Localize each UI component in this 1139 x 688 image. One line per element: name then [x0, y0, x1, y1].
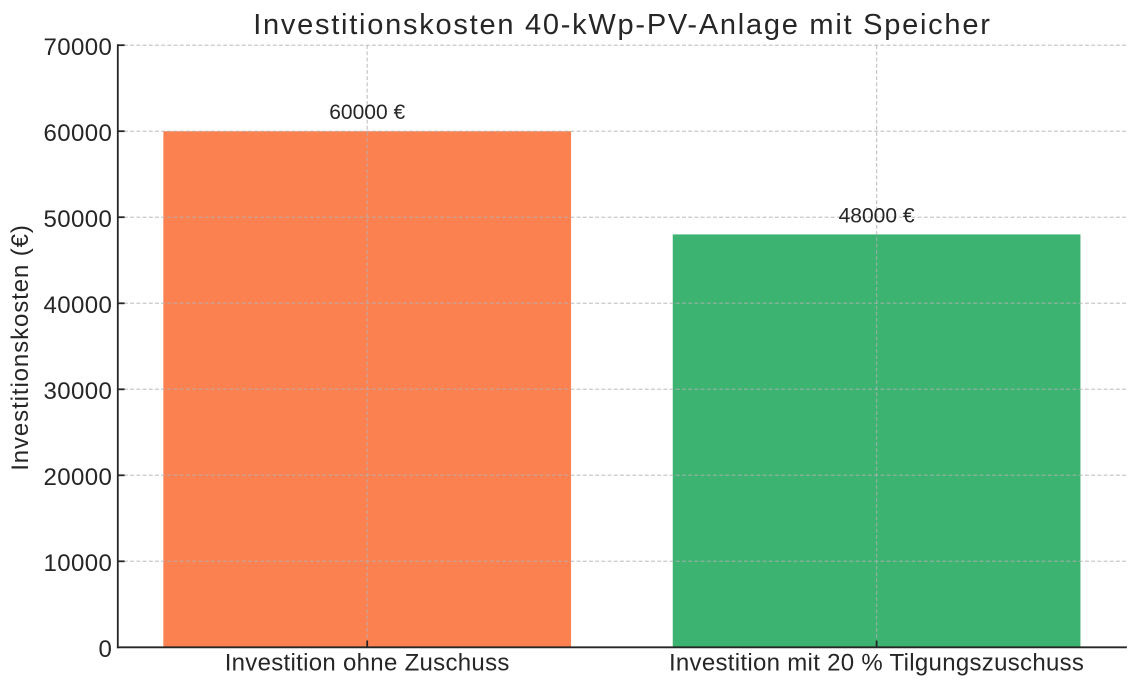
- svg-text:Investition ohne Zuschuss: Investition ohne Zuschuss: [225, 650, 510, 677]
- svg-text:60000 €: 60000 €: [329, 101, 405, 124]
- svg-text:48000 €: 48000 €: [839, 204, 915, 227]
- svg-text:60000: 60000: [44, 120, 113, 147]
- svg-text:Investition mit 20 % Tilgungsz: Investition mit 20 % Tilgungszuschuss: [669, 650, 1084, 677]
- svg-text:20000: 20000: [44, 464, 113, 491]
- svg-text:50000: 50000: [44, 206, 113, 233]
- svg-text:10000: 10000: [44, 550, 113, 577]
- svg-text:Investitionskosten 40-kWp-PV-A: Investitionskosten 40-kWp-PV-Anlage mit …: [253, 9, 991, 41]
- svg-text:Investitionskosten (€): Investitionskosten (€): [7, 224, 34, 471]
- svg-text:70000: 70000: [44, 34, 113, 61]
- svg-text:30000: 30000: [44, 378, 113, 405]
- svg-text:0: 0: [99, 636, 113, 663]
- svg-text:40000: 40000: [44, 292, 113, 319]
